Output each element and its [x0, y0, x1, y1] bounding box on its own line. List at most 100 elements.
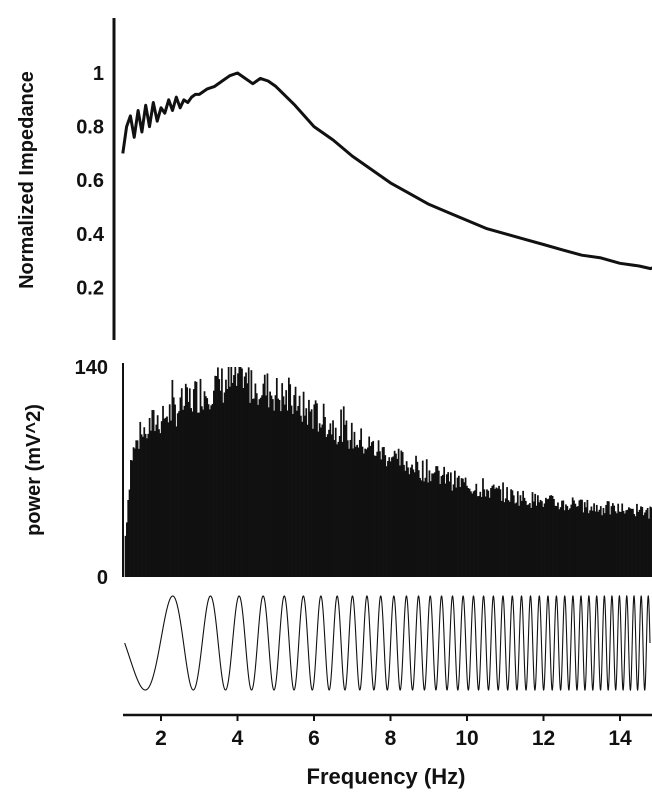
- power-bar: [211, 403, 214, 577]
- power-bar: [545, 497, 547, 577]
- power-bar: [389, 461, 392, 577]
- power-bar: [254, 383, 257, 577]
- power-bar: [324, 417, 326, 577]
- power-bar: [443, 466, 446, 577]
- power-bar: [309, 411, 312, 577]
- power-bar: [342, 406, 345, 577]
- power-bar: [524, 500, 527, 577]
- power-bar: [294, 386, 297, 577]
- power-bar: [589, 510, 591, 577]
- power-bar: [341, 441, 344, 577]
- power-bar: [480, 496, 483, 577]
- power-bar: [333, 439, 336, 577]
- power-bar: [132, 447, 135, 577]
- power-bar: [464, 477, 467, 577]
- power-bar: [217, 367, 219, 577]
- power-y-axis-title: power (mV^2): [23, 404, 45, 536]
- power-bar: [407, 467, 409, 577]
- power-bar: [318, 423, 321, 577]
- power-bar: [632, 508, 634, 577]
- power-bar: [356, 444, 359, 577]
- power-bar: [615, 513, 618, 577]
- power-bar: [553, 498, 555, 577]
- power-bar: [466, 485, 468, 577]
- power-bar: [142, 436, 144, 577]
- power-bar: [269, 391, 271, 577]
- power-bar: [518, 505, 520, 577]
- power-bar: [421, 460, 424, 577]
- power-bar: [447, 472, 450, 577]
- power-bar: [648, 518, 650, 577]
- power-bar: [482, 478, 484, 577]
- power-bar: [606, 501, 609, 577]
- power-bar: [175, 426, 178, 577]
- frequency-x-tick-label: 12: [532, 727, 555, 750]
- power-bar: [304, 415, 306, 577]
- power-bar: [298, 395, 301, 577]
- power-bar: [415, 455, 417, 577]
- power-bar: [511, 490, 514, 577]
- power-bar: [337, 441, 340, 577]
- power-bar: [126, 522, 128, 577]
- power-bar: [452, 484, 455, 577]
- power-bar: [428, 470, 431, 577]
- power-bar: [613, 505, 616, 577]
- power-bar: [528, 503, 531, 577]
- power-bar: [336, 444, 338, 577]
- frequency-x-tick-label: 2: [155, 727, 167, 750]
- power-bar: [202, 409, 205, 577]
- power-bar: [368, 436, 371, 577]
- power-y-tick-labels: 0 140: [75, 357, 108, 589]
- power-bar: [179, 397, 182, 577]
- power-bar: [565, 504, 567, 577]
- power-bar: [610, 506, 613, 577]
- power-bar: [587, 513, 590, 577]
- power-bar: [380, 459, 383, 577]
- power-bar: [433, 472, 436, 577]
- power-bar: [306, 424, 309, 577]
- power-bar: [549, 495, 551, 577]
- power-bar: [593, 503, 595, 577]
- power-bar: [539, 499, 542, 577]
- power-bar: [379, 451, 381, 577]
- power-bar: [148, 418, 151, 577]
- power-bar: [192, 389, 195, 577]
- power-bar: [488, 497, 491, 577]
- power-y-tick-label: 0: [97, 567, 108, 589]
- power-bar: [575, 506, 578, 577]
- power-bar: [262, 383, 265, 577]
- power-bar: [322, 403, 325, 577]
- power-bar: [602, 507, 605, 577]
- power-bar: [451, 490, 454, 577]
- power-bar: [490, 488, 492, 577]
- power-bar: [329, 423, 332, 577]
- power-bar: [350, 422, 353, 577]
- power-bar: [305, 408, 308, 577]
- power-bar: [263, 374, 266, 577]
- power-bar: [594, 511, 597, 577]
- power-bar: [293, 395, 296, 577]
- power-bar: [199, 378, 202, 577]
- power-bar: [522, 490, 525, 577]
- power-bar: [599, 506, 602, 577]
- power-bar: [164, 417, 167, 577]
- power-bar: [436, 466, 439, 577]
- power-bar: [381, 447, 384, 577]
- power-bar: [214, 375, 217, 577]
- power-bar: [636, 503, 638, 577]
- power-bar: [487, 490, 490, 577]
- power-bar: [445, 474, 448, 577]
- power-spectrum-bars: [124, 367, 652, 577]
- power-bar: [388, 457, 391, 577]
- power-bar: [247, 367, 250, 577]
- power-bar: [563, 510, 566, 577]
- power-bar: [235, 385, 238, 577]
- power-bar: [352, 448, 354, 577]
- power-bar: [285, 390, 288, 577]
- power-bar: [459, 487, 462, 577]
- power-bar: [223, 392, 226, 577]
- power-bar: [267, 407, 270, 577]
- power-bar: [502, 482, 504, 577]
- power-bar: [253, 398, 255, 577]
- power-y-tick-label: 140: [75, 357, 108, 379]
